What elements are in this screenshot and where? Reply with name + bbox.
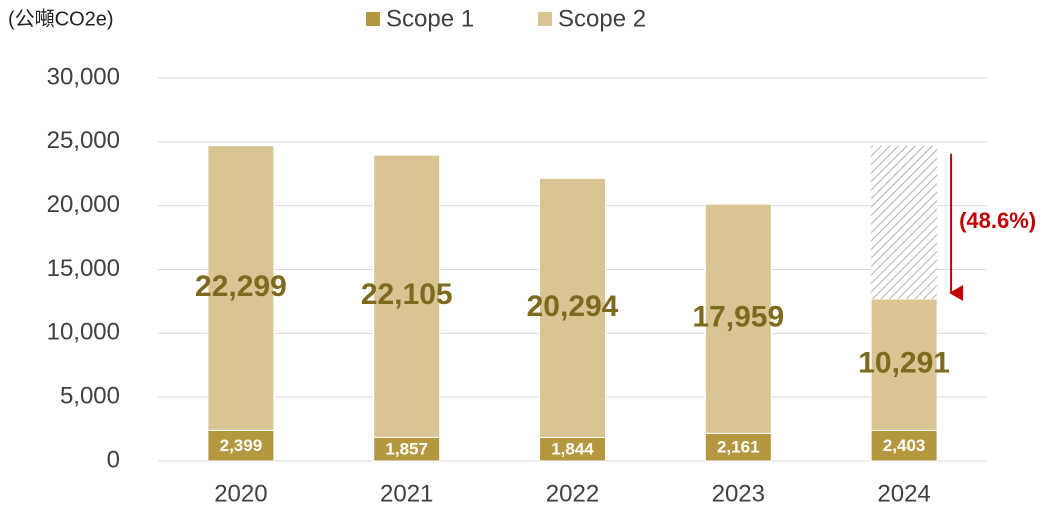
y-tick-label: 5,000 <box>60 383 120 410</box>
data-label: 1,857 <box>385 440 428 459</box>
y-tick-label: 20,000 <box>47 191 120 218</box>
x-tick-label: 2023 <box>712 480 765 507</box>
data-label: 2,403 <box>883 436 926 455</box>
data-label: 22,105 <box>361 278 453 311</box>
unit-label: (公噸CO2e) <box>8 7 114 30</box>
data-label: 2,399 <box>220 436 263 455</box>
legend-label: Scope 2 <box>558 5 646 32</box>
annotation: (48.6%) <box>959 208 1036 233</box>
data-label: 20,294 <box>527 290 619 323</box>
bar-segment <box>373 154 441 438</box>
y-tick-label: 15,000 <box>47 255 120 282</box>
x-tick-label: 2020 <box>214 480 267 507</box>
bar-segment <box>704 203 772 434</box>
data-label: 10,291 <box>858 347 950 380</box>
x-tick-label: 2021 <box>380 480 433 507</box>
bar-segment <box>207 429 275 462</box>
bar-segment <box>704 432 772 462</box>
x-tick-label: 2024 <box>877 480 930 507</box>
data-label: 1,844 <box>551 440 594 459</box>
bar-segment <box>207 145 275 431</box>
baseline-hatch <box>871 145 938 299</box>
bar-segment <box>870 429 938 462</box>
data-label: 2,161 <box>717 438 760 457</box>
x-tick-label: 2022 <box>546 480 599 507</box>
legend-swatch <box>538 12 552 26</box>
legend-label: Scope 1 <box>386 5 474 32</box>
data-label: 17,959 <box>692 301 784 334</box>
legend-swatch <box>366 12 380 26</box>
y-tick-label: 10,000 <box>47 319 120 346</box>
y-tick-label: 0 <box>107 446 120 473</box>
bar-segment <box>870 298 938 431</box>
y-tick-label: 30,000 <box>47 63 120 90</box>
bar-segment <box>539 177 606 438</box>
data-label: 22,299 <box>195 270 287 303</box>
y-tick-label: 25,000 <box>47 127 120 154</box>
